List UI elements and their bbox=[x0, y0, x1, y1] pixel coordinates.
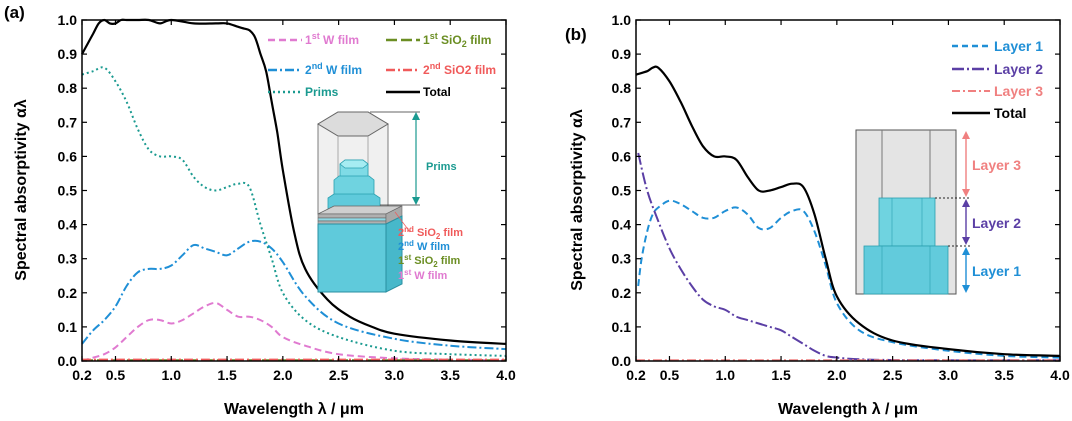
x-tick-label: 2.5 bbox=[329, 367, 349, 383]
inset-label-2nd-sio2: 2nd SiO2 film bbox=[398, 225, 463, 241]
y-tick-label: 0.5 bbox=[612, 183, 632, 199]
x-axis-title-a: Wavelength λ / μm bbox=[224, 401, 364, 418]
y-tick-label: 1.0 bbox=[612, 12, 632, 28]
series-line-layer-1 bbox=[637, 199, 1061, 359]
y-tick-label: 0.4 bbox=[612, 217, 632, 233]
inset-label-prims: Prims bbox=[426, 161, 457, 173]
panel-b: (b) 0.0 0.1 0.2 0.3 0.4 0.5 0.6 0.7 0.8 0.9 1.0 0.2… bbox=[565, 12, 1070, 418]
y-tick-label: 0.1 bbox=[58, 319, 78, 335]
y-tick-label: 0.0 bbox=[58, 353, 78, 369]
x-tick-label: 2.0 bbox=[827, 367, 847, 383]
y-tick-label: 0.6 bbox=[612, 148, 632, 164]
y-tick-label: 0.5 bbox=[58, 183, 78, 199]
x-tick-label: 2.0 bbox=[273, 367, 293, 383]
legend-label-total-a: Total bbox=[423, 85, 451, 99]
x-tick-label: 2.5 bbox=[883, 367, 903, 383]
y-tick-label: 0.4 bbox=[58, 217, 78, 233]
legend-b: Layer 1 Layer 2 Layer 3 Total bbox=[952, 38, 1043, 121]
legend-label-w1: 1st W film bbox=[305, 31, 359, 47]
legend-label-layer2: Layer 2 bbox=[994, 61, 1043, 77]
series-line-1st-w-film bbox=[81, 301, 507, 362]
x-tick-label: 1.0 bbox=[162, 367, 182, 383]
inset-label-1st-w: 1st W film bbox=[398, 268, 448, 282]
legend-label-sio1: 1st SiO2 film bbox=[423, 31, 491, 49]
panel-a: (a) 0.0 0.1 0.2 0.3 0.4 0.5 0.6 0.7 0.8 0.9 1.0 0.2… bbox=[4, 3, 516, 418]
inset-label-2nd-w: 2nd W film bbox=[398, 239, 450, 253]
x-tick-label: 0.5 bbox=[106, 367, 126, 383]
y-tick-label: 0.3 bbox=[58, 251, 78, 267]
y-tick-label: 0.2 bbox=[612, 285, 632, 301]
y-tick-label: 0.1 bbox=[612, 319, 632, 335]
y-tick-label: 0.3 bbox=[612, 251, 632, 267]
y-axis-title-b: Spectral absorptivity αλ bbox=[569, 109, 586, 291]
x-tick-label: 0.2 bbox=[72, 367, 92, 383]
x-tick-label: 1.0 bbox=[716, 367, 736, 383]
panel-label-a: (a) bbox=[4, 3, 25, 22]
legend-label-total-b: Total bbox=[994, 105, 1026, 121]
y-tick-label: 0.8 bbox=[58, 80, 78, 96]
y-tick-label: 0.7 bbox=[58, 114, 78, 130]
legend-label-layer1: Layer 1 bbox=[994, 38, 1043, 54]
legend-label-w2: 2nd W film bbox=[305, 61, 362, 77]
x-tick-label: 4.0 bbox=[496, 367, 516, 383]
y-tick-label: 0.8 bbox=[612, 80, 632, 96]
legend-label-prims: Prims bbox=[305, 85, 339, 99]
layer-cross-section-illustration: Layer 3 Layer 2 Layer 1 bbox=[855, 129, 1021, 295]
series-line-2nd-w-film bbox=[81, 239, 507, 351]
y-tick-label: 0.6 bbox=[58, 148, 78, 164]
x-tick-label: 3.0 bbox=[939, 367, 959, 383]
y-tick-label: 0.2 bbox=[58, 285, 78, 301]
y-tick-label: 0.0 bbox=[612, 353, 632, 369]
legend-label-sio2: 2nd SiO2 film bbox=[423, 61, 496, 77]
inset-label-layer2: Layer 2 bbox=[972, 215, 1021, 231]
series-line-prims bbox=[81, 66, 507, 357]
series-line-layer-2 bbox=[637, 152, 1060, 362]
x-tick-label: 3.0 bbox=[385, 367, 405, 383]
inset-label-1st-sio2: 1st SiO2 film bbox=[398, 253, 461, 269]
y-axis-title-a: Spectral absorptivity αλ bbox=[13, 99, 30, 281]
legend-a: 1st W film 1st SiO2 film 2nd W film 2nd … bbox=[268, 31, 496, 99]
inset-label-layer3: Layer 3 bbox=[972, 157, 1021, 173]
x-tick-label: 3.5 bbox=[440, 367, 460, 383]
x-tick-label: 0.5 bbox=[660, 367, 680, 383]
y-tick-label: 0.7 bbox=[612, 114, 632, 130]
y-tick-label: 0.9 bbox=[612, 46, 632, 62]
x-tick-label: 4.0 bbox=[1050, 367, 1070, 383]
prism-model-illustration: Prims 2nd SiO2 film 2nd W film 1st SiO2 … bbox=[317, 111, 463, 293]
y-tick-label: 0.9 bbox=[58, 46, 78, 62]
series-line-total bbox=[635, 65, 1061, 357]
inset-label-layer1: Layer 1 bbox=[972, 263, 1021, 279]
x-axis-title-b: Wavelength λ / μm bbox=[778, 401, 918, 418]
x-tick-label: 0.2 bbox=[626, 367, 646, 383]
y-tick-label: 1.0 bbox=[58, 12, 78, 28]
x-tick-label: 1.5 bbox=[217, 367, 237, 383]
panel-label-b: (b) bbox=[565, 25, 587, 44]
x-tick-label: 1.5 bbox=[771, 367, 791, 383]
x-tick-label: 3.5 bbox=[994, 367, 1014, 383]
legend-label-layer3: Layer 3 bbox=[994, 83, 1043, 99]
